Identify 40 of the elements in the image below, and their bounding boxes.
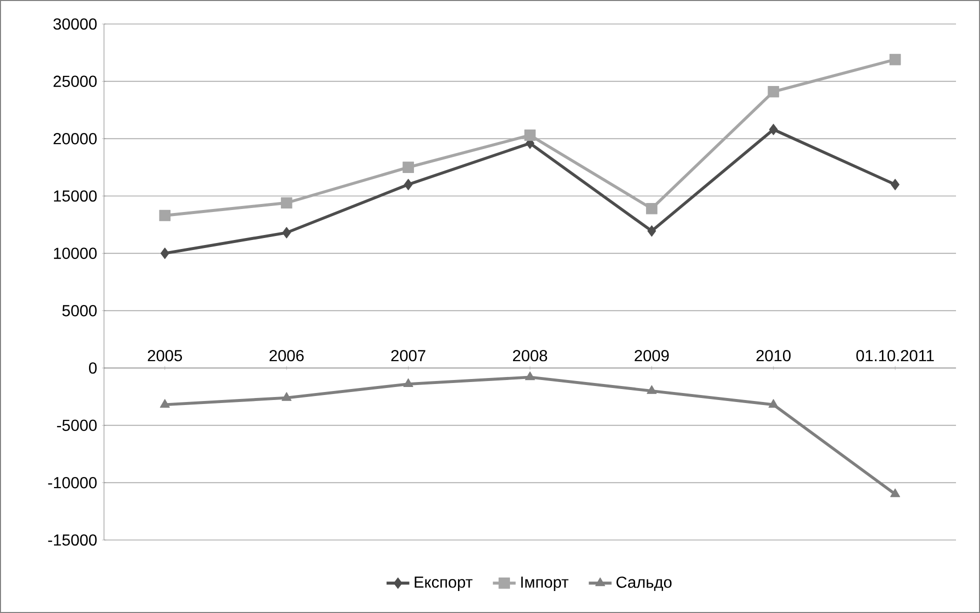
- y-tick-label: 15000: [54, 190, 97, 202]
- point: [890, 178, 900, 190]
- point: [646, 202, 658, 214]
- point: [282, 227, 291, 238]
- point: [160, 248, 170, 259]
- x-tick-label: 2008: [513, 350, 548, 362]
- y-tick-label: -10000: [48, 477, 97, 488]
- legend-label: Імпорт: [521, 576, 568, 591]
- y-tick-label: 25000: [54, 76, 97, 87]
- point: [160, 399, 170, 408]
- y-tick-label: 0: [89, 362, 97, 374]
- point: [402, 162, 414, 173]
- point: [646, 385, 657, 394]
- x-tick-label: 2010: [756, 350, 791, 362]
- x-tick-label: 2007: [391, 350, 426, 362]
- y-tick-label: -15000: [48, 534, 97, 546]
- y-tick-label: 5000: [62, 305, 97, 316]
- point: [890, 488, 900, 498]
- y-tick-label: 20000: [54, 133, 97, 144]
- point: [404, 178, 413, 190]
- point: [159, 210, 171, 222]
- point: [768, 86, 780, 98]
- point: [647, 225, 656, 237]
- point: [282, 392, 292, 401]
- legend-label: Сальдо: [616, 576, 672, 591]
- point: [768, 399, 778, 408]
- legend-label: Експорт: [414, 576, 472, 591]
- y-tick-label: 30000: [53, 18, 97, 30]
- point: [769, 124, 778, 136]
- point: [403, 378, 414, 388]
- point: [525, 372, 535, 380]
- x-tick-label: 01.10.2011: [856, 350, 934, 362]
- y-tick-label: 10000: [54, 248, 97, 259]
- y-tick-label: -5000: [57, 420, 97, 431]
- point: [280, 197, 292, 209]
- x-tick-label: 2005: [148, 350, 182, 362]
- x-tick-label: 2006: [270, 350, 304, 362]
- x-tick-label: 2009: [634, 350, 669, 362]
- point: [889, 54, 901, 66]
- point: [524, 130, 536, 141]
